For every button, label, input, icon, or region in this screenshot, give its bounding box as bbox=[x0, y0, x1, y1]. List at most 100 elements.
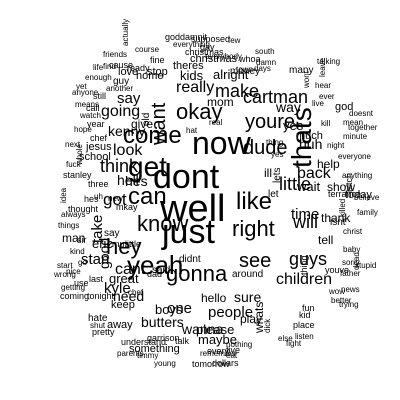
cloud-word: chef bbox=[90, 133, 108, 143]
cloud-word: great bbox=[109, 271, 139, 286]
cloud-word: butters bbox=[141, 314, 184, 330]
cloud-word: christmas bbox=[190, 53, 238, 65]
cloud-word: look bbox=[113, 142, 143, 159]
cloud-word: watch bbox=[80, 111, 101, 120]
cloud-word: night bbox=[327, 141, 345, 150]
cloud-word: thing bbox=[299, 255, 309, 275]
cloud-word: need bbox=[113, 288, 145, 304]
cloud-word: money bbox=[230, 66, 261, 77]
cloud-word: yes bbox=[283, 118, 304, 133]
cloud-word: life bbox=[93, 63, 104, 72]
cloud-word: enough bbox=[85, 73, 112, 82]
cloud-word: use bbox=[74, 278, 89, 288]
cloud-word: mkay bbox=[116, 202, 138, 212]
cloud-word: take bbox=[89, 214, 106, 243]
cloud-word: christmas bbox=[185, 47, 224, 57]
cloud-word: yes bbox=[271, 150, 284, 159]
cloud-word: kid bbox=[299, 310, 311, 320]
cloud-word: fuck bbox=[66, 160, 81, 169]
cloud-word: always bbox=[61, 210, 86, 219]
cloud-word: stupid bbox=[355, 261, 377, 270]
cloud-word: kenny bbox=[108, 123, 146, 139]
cloud-word: next bbox=[65, 140, 81, 149]
cloud-word: supposed bbox=[191, 34, 231, 44]
cloud-word: away bbox=[107, 319, 133, 331]
cloud-word: theres bbox=[173, 60, 204, 72]
cloud-word: nothing bbox=[226, 340, 253, 349]
cloud-word: still bbox=[93, 91, 106, 101]
cloud-word: hey bbox=[106, 234, 142, 259]
cloud-word: man bbox=[62, 231, 86, 245]
cloud-word: boys bbox=[155, 302, 183, 317]
cloud-word: town bbox=[236, 65, 253, 74]
cloud-word: say bbox=[104, 228, 120, 239]
cloud-word: uh bbox=[94, 192, 103, 201]
cloud-word: talk bbox=[175, 336, 190, 346]
cloud-word: everyone bbox=[338, 152, 371, 161]
cloud-word: way bbox=[276, 99, 301, 115]
cloud-word: well bbox=[160, 188, 226, 230]
cloud-word: new bbox=[108, 194, 123, 203]
cloud-word: many bbox=[289, 65, 314, 76]
cloud-word: eat bbox=[226, 351, 238, 360]
cloud-word: see bbox=[239, 250, 272, 272]
cloud-word: parents bbox=[117, 349, 144, 358]
cloud-word: chef bbox=[128, 288, 144, 297]
cloud-word: isnt bbox=[330, 217, 346, 228]
cloud-word: can bbox=[128, 183, 167, 210]
cloud-word: ever bbox=[319, 92, 335, 101]
cloud-word: dont bbox=[153, 158, 220, 196]
cloud-word: something bbox=[129, 343, 180, 355]
cloud-word: get bbox=[128, 151, 167, 182]
cloud-word: jesus bbox=[86, 141, 112, 153]
cloud-word: kyle bbox=[104, 280, 131, 297]
cloud-word: find bbox=[103, 62, 116, 71]
cloud-word: every bbox=[207, 346, 230, 356]
cloud-word: live bbox=[312, 99, 325, 108]
cloud-word: friends bbox=[103, 50, 128, 59]
cloud-word: mom bbox=[207, 95, 234, 109]
cloud-word: alright bbox=[213, 67, 249, 82]
cloud-word: course bbox=[135, 45, 160, 54]
cloud-word: dad bbox=[147, 269, 163, 279]
cloud-word: around bbox=[232, 269, 264, 280]
cloud-word: trying bbox=[339, 300, 359, 309]
cloud-word: thank bbox=[321, 211, 351, 225]
cloud-word: real bbox=[209, 118, 223, 127]
cloud-word: terrance bbox=[328, 189, 362, 199]
cloud-word: think bbox=[100, 156, 139, 176]
cloud-word: just bbox=[162, 213, 215, 251]
cloud-word: three bbox=[88, 179, 109, 189]
cloud-word: mean bbox=[343, 118, 364, 127]
cloud-word: back bbox=[297, 165, 331, 182]
cloud-word: things bbox=[58, 221, 80, 230]
cloud-word: eric bbox=[92, 236, 113, 251]
cloud-word: play bbox=[240, 312, 263, 326]
cloud-word: getting bbox=[61, 283, 86, 292]
cloud-word: pretty bbox=[92, 327, 115, 337]
cloud-word: dude bbox=[243, 137, 288, 159]
cloud-word: tonight bbox=[87, 291, 115, 301]
cloud-word: stop bbox=[147, 66, 168, 78]
cloud-word: hate bbox=[88, 313, 108, 324]
cloud-word: okay bbox=[176, 99, 223, 124]
cloud-word: show bbox=[327, 180, 356, 194]
cloud-word: hell bbox=[117, 172, 139, 188]
cloud-word: yeah bbox=[127, 250, 184, 280]
cloud-word: guys bbox=[289, 249, 328, 269]
cloud-word: know bbox=[137, 211, 189, 236]
cloud-word: better bbox=[331, 296, 352, 305]
cloud-word: call bbox=[86, 103, 100, 113]
cloud-word: thought bbox=[68, 204, 99, 214]
cloud-word: tomorrow bbox=[192, 359, 230, 369]
cloud-word: kids bbox=[180, 68, 204, 83]
cloud-word: anyone bbox=[72, 88, 99, 97]
cloud-word: kill bbox=[321, 119, 331, 128]
cloud-word: damn bbox=[256, 58, 277, 67]
cloud-word: fine bbox=[150, 55, 165, 65]
cloud-word: youve bbox=[325, 265, 350, 275]
cloud-word: father bbox=[340, 269, 361, 278]
cloud-word: together bbox=[348, 123, 378, 132]
cloud-word: god bbox=[335, 101, 354, 113]
cloud-word: come bbox=[123, 122, 182, 149]
